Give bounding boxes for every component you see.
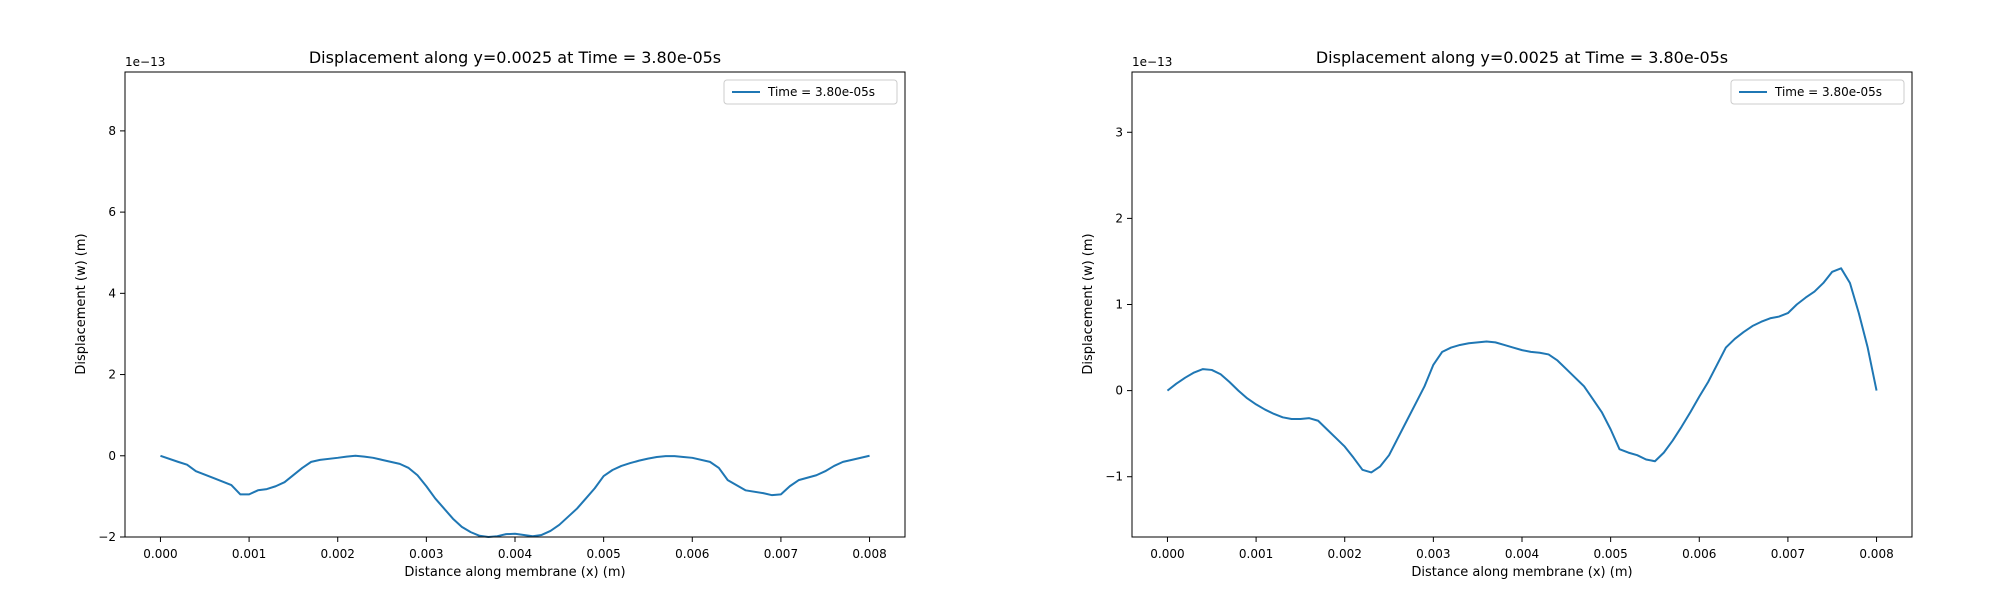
right-y-offset-text: 1e−13	[1132, 55, 1172, 69]
left-x-tick-label: 0.003	[409, 547, 443, 561]
left-y-axis-label: Displacement (w) (m)	[74, 233, 89, 374]
left-subplot: Displacement along y=0.0025 at Time = 3.…	[74, 48, 906, 580]
left-x-axis-label: Distance along membrane (x) (m)	[404, 565, 625, 580]
right-x-ticks: 0.000 0.001 0.002 0.003 0.004 0.005 0.006 0.007…	[1150, 537, 1894, 561]
left-y-ticks: −2 0 2 4 6 8	[98, 124, 125, 544]
right-x-tick-label: 0.002	[1328, 547, 1362, 561]
left-x-tick-label: 0.002	[321, 547, 355, 561]
right-x-tick-label: 0.006	[1682, 547, 1716, 561]
right-legend: Time = 3.80e-05s	[1730, 79, 1905, 105]
right-x-axis-label: Distance along membrane (x) (m)	[1411, 565, 1632, 580]
right-legend-box	[1730, 79, 1905, 105]
right-x-tick-label: 0.005	[1593, 547, 1627, 561]
right-y-tick-label: 1	[1115, 298, 1123, 312]
left-x-tick-label: 0.000	[143, 547, 177, 561]
right-y-tick-label: 0	[1115, 384, 1123, 398]
left-legend-box	[723, 79, 898, 105]
right-y-tick-label: 3	[1115, 125, 1123, 139]
right-y-tick-label: −1	[1105, 470, 1123, 484]
right-subplot: Displacement along y=0.0025 at Time = 3.…	[1081, 48, 1913, 580]
left-x-tick-label: 0.005	[586, 547, 620, 561]
right-x-tick-label: 0.008	[1859, 547, 1893, 561]
right-series-line	[1166, 267, 1878, 474]
left-y-offset-text: 1e−13	[125, 55, 165, 69]
right-x-tick-label: 0.007	[1771, 547, 1805, 561]
left-legend: Time = 3.80e-05s	[723, 79, 898, 105]
right-y-ticks: −1 0 1 2 3	[1105, 125, 1132, 484]
right-chart-title: Displacement along y=0.0025 at Time = 3.…	[1316, 48, 1728, 67]
left-x-tick-label: 0.001	[232, 547, 266, 561]
left-x-tick-label: 0.008	[852, 547, 886, 561]
left-chart-title: Displacement along y=0.0025 at Time = 3.…	[309, 48, 721, 67]
left-y-tick-label: 4	[108, 286, 116, 300]
right-x-tick-label: 0.004	[1505, 547, 1539, 561]
left-plot-frame	[124, 71, 906, 538]
right-plot-frame	[1131, 71, 1913, 538]
left-y-tick-label: −2	[98, 530, 116, 544]
left-y-tick-label: 8	[108, 124, 116, 138]
right-x-tick-label: 0.000	[1150, 547, 1184, 561]
right-y-tick-label: 2	[1115, 211, 1123, 225]
right-y-axis-label: Displacement (w) (m)	[1081, 233, 1096, 374]
left-legend-label: Time = 3.80e-05s	[767, 85, 875, 99]
right-x-tick-label: 0.001	[1239, 547, 1273, 561]
left-x-tick-label: 0.006	[675, 547, 709, 561]
right-legend-label: Time = 3.80e-05s	[1774, 85, 1882, 99]
left-y-tick-label: 6	[108, 205, 116, 219]
left-x-ticks: 0.000 0.001 0.002 0.003 0.004 0.005 0.006 0.007…	[143, 537, 887, 561]
left-y-tick-label: 0	[108, 449, 116, 463]
left-series-line	[160, 454, 870, 538]
left-x-tick-label: 0.004	[498, 547, 532, 561]
right-x-tick-label: 0.003	[1416, 547, 1450, 561]
left-x-tick-label: 0.007	[764, 547, 798, 561]
left-y-tick-label: 2	[108, 368, 116, 382]
